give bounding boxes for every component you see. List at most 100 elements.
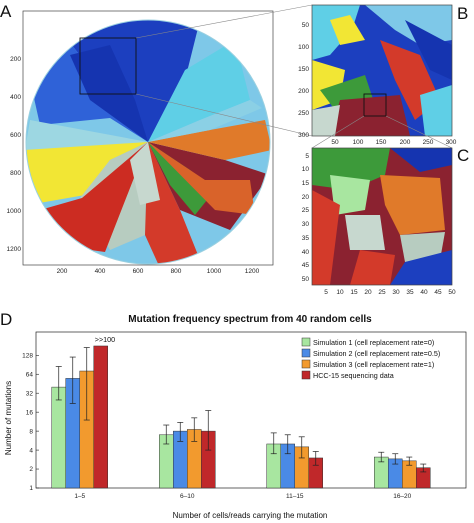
panel-c-frame: [311, 147, 453, 286]
tick: 40: [302, 249, 310, 256]
tick: 300: [298, 132, 309, 139]
tick: 25: [378, 289, 386, 296]
panel-a: A 200 400 600 800 100: [0, 2, 313, 275]
tick: 100: [353, 139, 364, 146]
tick: 35: [406, 289, 414, 296]
panel-letter-a: A: [0, 2, 12, 21]
x-tick-label: 11–15: [286, 493, 304, 500]
legend-swatch: [301, 359, 311, 369]
tick: 400: [10, 94, 21, 101]
panel-c-x-ticks: 5 10 15 20 25 30 35 40 45 50: [324, 289, 456, 296]
tick: 30: [392, 289, 400, 296]
panel-letter-c: C: [457, 146, 469, 165]
panel-b-y-ticks: 50 100 150 200 250 300: [298, 22, 309, 139]
panel-c-image: [312, 148, 452, 285]
y-axis-label: Number of mutations: [4, 381, 13, 455]
y-tick-label: 128: [22, 352, 33, 359]
tick: 15: [350, 289, 358, 296]
tick: 45: [302, 262, 310, 269]
tick: 200: [400, 139, 411, 146]
connector-line: [311, 115, 365, 149]
plot-frame: [35, 331, 467, 489]
panel-a-x-ticks: 200 400 600 800 1000 1200: [57, 268, 260, 275]
tick: 35: [302, 235, 310, 242]
y-tick-label: 2: [29, 466, 33, 473]
legend-label: Simulation 1 (cell replacement rate=0): [313, 338, 434, 347]
tick: 25: [302, 207, 310, 214]
tick: 300: [446, 139, 457, 146]
legend-label: HCC-15 sequencing data: [313, 371, 394, 380]
panel-b-x-ticks: 50 100 150 200 250 300: [331, 139, 456, 146]
panel-c-y-ticks: 5 10 15 20 25 30 35 40 45 50: [302, 153, 310, 283]
connector-line: [135, 93, 313, 137]
chart-title: Mutation frequency spectrum from 40 rand…: [128, 314, 372, 325]
tick: 50: [302, 22, 310, 29]
panel-letter-d: D: [0, 310, 12, 329]
panel-b-image: [312, 5, 452, 136]
legend-swatch: [301, 348, 311, 358]
x-tick-label: 16–20: [393, 493, 411, 500]
tick: 10: [336, 289, 344, 296]
zoom-box-b: [363, 93, 387, 117]
y-tick-label: 8: [29, 428, 33, 435]
tick: 50: [331, 139, 339, 146]
tick: 400: [95, 268, 106, 275]
y-tick-label: 32: [26, 390, 34, 397]
tick: 250: [298, 110, 309, 117]
tick: 800: [171, 268, 182, 275]
panel-d: D Mutation frequency spectrum from 40 ra…: [0, 310, 467, 520]
tick: 200: [57, 268, 68, 275]
tick: 1000: [7, 208, 22, 215]
x-tick-label: 6–10: [180, 493, 195, 500]
tick: 50: [302, 276, 310, 283]
panel-b: B 50 100 150 200 250 300 50 100 15: [298, 4, 468, 149]
bar: [51, 386, 66, 489]
tick: 15: [302, 180, 310, 187]
tick: 20: [364, 289, 372, 296]
tick: 1200: [245, 268, 260, 275]
bars: [51, 345, 431, 489]
panel-c: C 5 10 15 20 25 30 35 40 45 50 5: [302, 146, 470, 296]
tick: 30: [302, 221, 310, 228]
tick: 1200: [7, 246, 22, 253]
panel-b-frame: [311, 4, 453, 137]
panel-letter-b: B: [457, 4, 468, 23]
annotation-label: >>100: [95, 335, 115, 344]
bar: [93, 345, 108, 489]
tick: 20: [302, 194, 310, 201]
tick: 150: [376, 139, 387, 146]
zoom-box-a: [79, 37, 137, 95]
legend-label: Simulation 3 (cell replacement rate=1): [313, 360, 434, 369]
tick: 600: [133, 268, 144, 275]
tick: 200: [10, 56, 21, 63]
legend-swatch: [301, 370, 311, 380]
tick: 100: [298, 44, 309, 51]
y-tick-label: 64: [26, 371, 34, 378]
tick: 250: [423, 139, 434, 146]
x-axis-label: Number of cells/reads carrying the mutat…: [173, 511, 328, 520]
tick: 1000: [207, 268, 222, 275]
y-ticks: 1 2 4 8 16 32 64 128: [22, 352, 39, 492]
x-tick-label: 1–5: [74, 493, 85, 500]
legend-swatch: [301, 337, 311, 347]
panel-a-y-ticks: 200 400 600 800 1000 1200: [7, 56, 22, 253]
error-bars: [55, 347, 427, 473]
tick: 5: [305, 153, 309, 160]
tick: 150: [298, 66, 309, 73]
tick: 600: [10, 132, 21, 139]
y-tick-label: 16: [26, 409, 34, 416]
legend: Simulation 1 (cell replacement rate=0) Si…: [301, 337, 440, 380]
legend-label: Simulation 2 (cell replacement rate=0.5): [313, 349, 440, 358]
x-ticks: 1–5 6–10 11–15 16–20: [74, 485, 412, 500]
tick: 50: [448, 289, 456, 296]
y-tick-label: 4: [29, 447, 33, 454]
tick: 40: [420, 289, 428, 296]
connector-line: [385, 115, 453, 149]
y-tick-label: 1: [29, 485, 33, 492]
tick: 5: [324, 289, 328, 296]
connector-line: [135, 4, 313, 39]
tick: 45: [434, 289, 442, 296]
tick: 200: [298, 88, 309, 95]
tick: 800: [10, 170, 21, 177]
